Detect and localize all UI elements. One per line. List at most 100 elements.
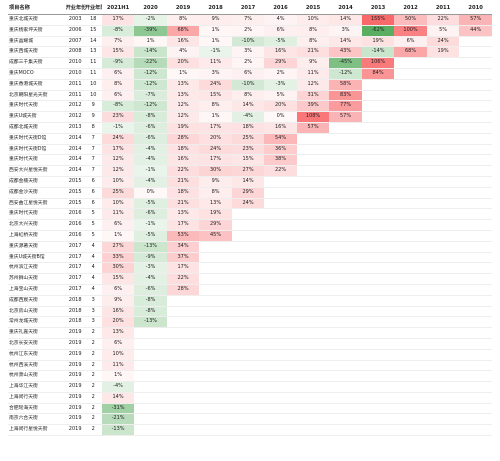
growth-value-cell: 1%	[101, 370, 135, 383]
growth-value-cell: 4%	[264, 14, 297, 26]
growth-value-cell	[231, 284, 265, 296]
growth-value-cell	[426, 111, 460, 123]
growth-value-cell	[199, 349, 232, 361]
growth-value-cell: -1%	[134, 165, 167, 177]
growth-value-cell	[264, 230, 297, 242]
growth-value-cell	[426, 252, 460, 264]
growth-value-cell	[394, 57, 427, 69]
growth-value-cell	[231, 349, 265, 361]
table-row: 重庆晶耀城 2007 14 7% 1% 16% 1% -10% -5% 8% 14% 19% 6% 24%	[8, 36, 492, 48]
growth-value-cell: 38%	[264, 154, 297, 167]
growth-value-cell: 11%	[296, 68, 330, 80]
growth-value-cell	[394, 295, 427, 307]
growth-value-cell: 4%	[166, 46, 200, 59]
growth-value-cell	[361, 198, 395, 210]
growth-value-cell	[459, 165, 492, 177]
column-header: 2014	[329, 2, 362, 15]
growth-value-cell	[459, 273, 492, 285]
growth-value-cell: -10%	[231, 36, 265, 48]
growth-value-cell	[329, 208, 362, 221]
growth-value-cell	[329, 165, 362, 177]
growth-value-cell	[264, 403, 297, 415]
years-open-cell: 11	[84, 68, 102, 80]
growth-value-cell	[426, 57, 460, 69]
project-name-cell: 常州龙城天街	[8, 316, 66, 329]
growth-value-cell	[459, 219, 492, 231]
growth-value-cell: -5%	[134, 198, 167, 210]
years-open-cell: 13	[84, 46, 102, 59]
growth-value-cell: 19%	[426, 46, 460, 59]
growth-value-cell	[459, 381, 492, 393]
growth-value-cell	[459, 90, 492, 102]
table-row: 成都三千集天街 2010 11 -9% -22% 20% 11% 2% 29% 9% -45% 106…	[8, 57, 492, 69]
growth-value-cell: -12%	[134, 68, 167, 80]
years-open-cell: 2	[84, 349, 102, 361]
growth-value-cell	[459, 176, 492, 188]
growth-value-cell	[329, 273, 362, 285]
growth-value-cell: 155%	[361, 14, 395, 26]
growth-value-cell: 8%	[199, 187, 232, 199]
project-name-cell: 成都北城天街	[8, 122, 66, 134]
growth-value-cell: 15%	[199, 90, 232, 102]
growth-value-cell: 68%	[166, 25, 200, 37]
growth-value-cell	[329, 230, 362, 242]
project-name-cell: 重庆时代天街	[8, 154, 66, 167]
project-name-cell: 北京朝阳星光天街	[8, 90, 66, 102]
opening-year-cell: 2017	[65, 262, 85, 275]
growth-value-cell	[199, 273, 232, 285]
opening-year-cell: 2014	[65, 144, 85, 156]
years-open-cell: 10	[84, 79, 102, 91]
project-name-cell: 重庆香港城天街	[8, 79, 66, 91]
growth-value-cell: 6%	[101, 68, 135, 80]
growth-value-cell	[166, 381, 200, 393]
growth-value-cell	[329, 144, 362, 156]
project-name-cell: 重庆源著天街	[8, 241, 66, 253]
growth-value-cell: -14%	[134, 46, 167, 59]
growth-value-cell	[296, 208, 330, 221]
growth-value-cell	[361, 262, 395, 275]
growth-value-cell	[134, 424, 167, 437]
growth-value-cell	[296, 154, 330, 167]
growth-value-cell: 29%	[264, 57, 297, 69]
growth-value-cell	[134, 392, 167, 404]
growth-value-cell	[134, 360, 167, 372]
column-header: 2017	[231, 2, 265, 15]
growth-value-cell	[166, 370, 200, 383]
growth-value-cell	[459, 252, 492, 264]
growth-value-cell: 77%	[329, 100, 362, 113]
growth-value-cell	[329, 316, 362, 329]
growth-value-cell	[329, 295, 362, 307]
growth-value-cell: 9%	[199, 176, 232, 188]
growth-value-cell	[231, 208, 265, 221]
growth-value-cell: -12%	[134, 100, 167, 113]
growth-value-cell	[459, 144, 492, 156]
growth-value-cell	[296, 198, 330, 210]
growth-value-cell: 18%	[231, 122, 265, 134]
table-body: 重庆北城天街 2003 18 17% -2% 8% 9% 7% 4% 10% 14% 155% 50% 2…	[8, 14, 492, 437]
growth-value-cell: -1%	[101, 122, 135, 134]
growth-value-cell	[426, 187, 460, 199]
growth-value-cell	[264, 241, 297, 253]
growth-value-cell	[231, 241, 265, 253]
growth-value-cell	[264, 370, 297, 383]
growth-value-cell	[296, 133, 330, 145]
table-row: 杭州滨江天街 2017 4 30% -3% 17%	[8, 262, 492, 275]
growth-value-cell: 29%	[231, 187, 265, 199]
growth-value-cell	[264, 392, 297, 404]
growth-value-cell: 16%	[166, 154, 200, 167]
table-row: 上海宝山天街 2017 4 6% -6% 28%	[8, 284, 492, 296]
growth-value-cell	[329, 306, 362, 318]
project-name-cell: 重庆时代天街	[8, 100, 66, 113]
growth-value-cell	[264, 295, 297, 307]
growth-value-cell	[394, 370, 427, 383]
table-row: 重庆时代天街 2016 5 11% -6% 13% 19%	[8, 208, 492, 221]
growth-value-cell	[231, 262, 265, 275]
growth-value-cell	[361, 111, 395, 123]
growth-value-cell	[361, 90, 395, 102]
growth-value-cell	[459, 133, 492, 145]
growth-value-cell	[394, 338, 427, 350]
growth-value-cell: 44%	[459, 25, 492, 37]
growth-value-cell	[199, 403, 232, 415]
growth-value-cell	[426, 403, 460, 415]
growth-value-cell	[361, 241, 395, 253]
